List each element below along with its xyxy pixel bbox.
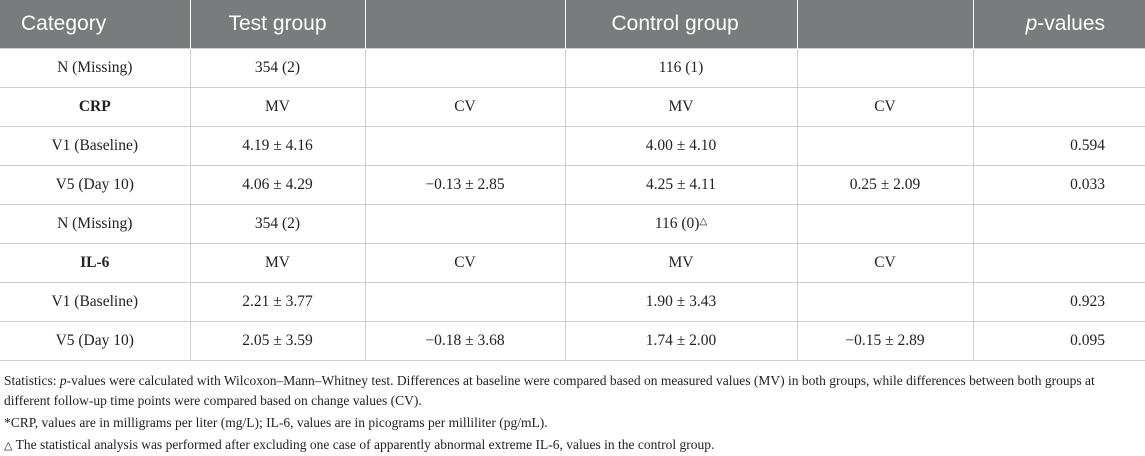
- cell-test-mv: MV: [189, 87, 366, 127]
- row-label: V5 (Day 10): [0, 165, 191, 205]
- footnote-exclusion-text: The statistical analysis was performed a…: [12, 437, 715, 452]
- table-row: V5 (Day 10) 2.05 ± 3.59 −0.18 ± 3.68 1.7…: [0, 321, 1145, 361]
- table-row: IL-6 MV CV MV CV: [0, 243, 1145, 283]
- cell-test-cv: −0.13 ± 2.85: [364, 165, 566, 205]
- header-control-group: Control group: [565, 0, 798, 49]
- cell-test-mv: 2.05 ± 3.59: [189, 321, 366, 361]
- cell-test-cv: [364, 48, 566, 88]
- row-label: IL-6: [0, 243, 191, 283]
- table-row: N (Missing) 354 (2) 116 (1): [0, 48, 1145, 88]
- header-row: Category Test group Control group p-valu…: [0, 0, 1145, 49]
- cell-control-cv: [796, 282, 974, 322]
- row-label: CRP: [0, 87, 191, 127]
- header-category: Category: [0, 0, 191, 49]
- header-p-rest: -values: [1037, 12, 1105, 35]
- row-label: V1 (Baseline): [0, 126, 191, 166]
- cell-control-mv: MV: [564, 87, 798, 127]
- cell-test-mv: 354 (2): [189, 204, 366, 244]
- cell-test-mv: 4.19 ± 4.16: [189, 126, 366, 166]
- row-label: N (Missing): [0, 48, 191, 88]
- table-row: N (Missing) 354 (2) 116 (0)△: [0, 204, 1145, 244]
- cell-control-mv: 4.00 ± 4.10: [564, 126, 798, 166]
- cell-p-value: [972, 204, 1145, 244]
- row-label: N (Missing): [0, 204, 191, 244]
- cell-p-value: [972, 48, 1145, 88]
- footnote-statistics-text: -values were calculated with Wilcoxon–Ma…: [4, 373, 1095, 408]
- cell-p-value: 0.923: [972, 282, 1145, 322]
- table-row: V5 (Day 10) 4.06 ± 4.29 −0.13 ± 2.85 4.2…: [0, 165, 1145, 205]
- cell-control-cv: [796, 48, 974, 88]
- cell-control-mv: MV: [564, 243, 798, 283]
- cell-test-mv: 4.06 ± 4.29: [189, 165, 366, 205]
- footnote-statistics-prefix: Statistics:: [4, 373, 60, 388]
- triangle-mark: △: [699, 216, 708, 227]
- cell-control-cv: CV: [796, 87, 974, 127]
- cell-test-cv: −0.18 ± 3.68: [364, 321, 566, 361]
- cell-control-cv: 0.25 ± 2.09: [796, 165, 974, 205]
- cell-p-value: 0.033: [972, 165, 1145, 205]
- cell-control-cv: [796, 204, 974, 244]
- cell-control-cv: [796, 126, 974, 166]
- row-label: V5 (Day 10): [0, 321, 191, 361]
- cell-control-mv: 4.25 ± 4.11: [564, 165, 798, 205]
- cell-test-cv: [364, 282, 566, 322]
- footnote-statistics: Statistics: p-values were calculated wit…: [4, 371, 1141, 411]
- cell-test-cv: CV: [364, 243, 566, 283]
- cell-control-cv: −0.15 ± 2.89: [796, 321, 974, 361]
- cell-control-mv-value: 116 (0): [654, 215, 700, 232]
- cell-test-mv: 354 (2): [189, 48, 366, 88]
- results-table: Category Test group Control group p-valu…: [0, 0, 1145, 361]
- header-test-group-cv: [365, 0, 566, 49]
- table-row: V1 (Baseline) 2.21 ± 3.77 1.90 ± 3.43 0.…: [0, 282, 1145, 322]
- cell-p-value: 0.095: [972, 321, 1145, 361]
- cell-p-value: [972, 87, 1145, 127]
- cell-test-mv: 2.21 ± 3.77: [189, 282, 366, 322]
- footnote-exclusion: △ The statistical analysis was performed…: [4, 435, 1141, 456]
- table-row: V1 (Baseline) 4.19 ± 4.16 4.00 ± 4.10 0.…: [0, 126, 1145, 166]
- cell-control-mv: 116 (1): [564, 48, 798, 88]
- cell-test-cv: CV: [364, 87, 566, 127]
- cell-control-mv: 116 (0)△: [564, 204, 798, 244]
- cell-p-value: [972, 243, 1145, 283]
- cell-control-mv: 1.74 ± 2.00: [564, 321, 798, 361]
- header-control-group-cv: [797, 0, 974, 49]
- cell-control-cv: CV: [796, 243, 974, 283]
- cell-p-value: 0.594: [972, 126, 1145, 166]
- header-p-italic: p: [1025, 12, 1038, 35]
- header-test-group: Test group: [190, 0, 366, 49]
- cell-test-cv: [364, 126, 566, 166]
- table-footnotes: Statistics: p-values were calculated wit…: [0, 371, 1145, 456]
- footnote-p-italic: p: [59, 373, 67, 388]
- row-label: V1 (Baseline): [0, 282, 191, 322]
- header-p-values: p-values: [973, 0, 1145, 49]
- cell-control-mv: 1.90 ± 3.43: [564, 282, 798, 322]
- footnote-units: *CRP, values are in milligrams per liter…: [4, 415, 548, 430]
- table-row: CRP MV CV MV CV: [0, 87, 1145, 127]
- cell-test-cv: [364, 204, 566, 244]
- cell-test-mv: MV: [189, 243, 366, 283]
